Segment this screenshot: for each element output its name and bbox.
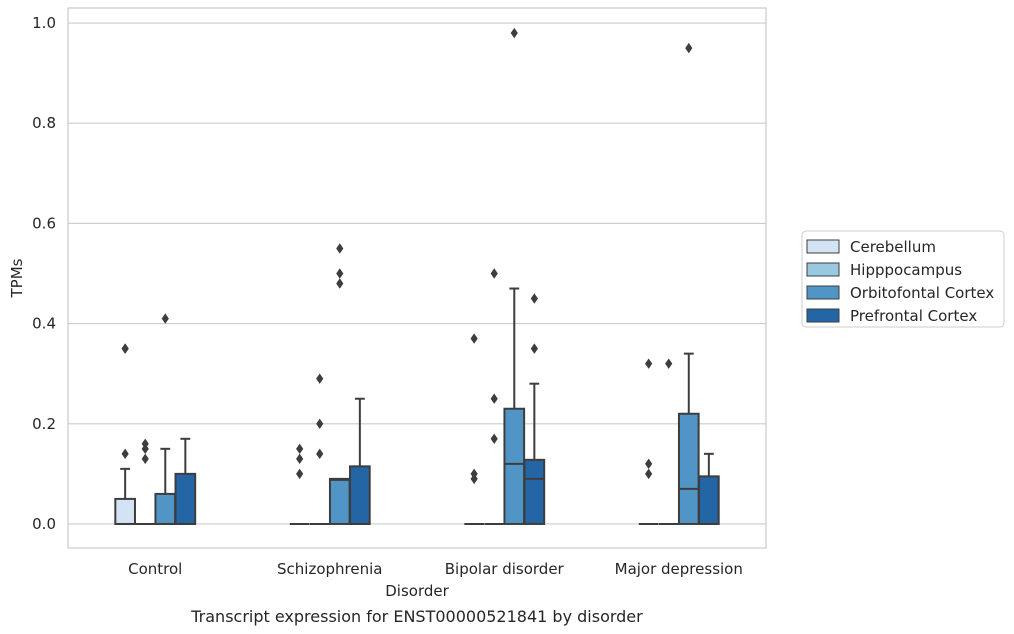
box-group bbox=[309, 373, 330, 525]
outlier-point bbox=[530, 343, 538, 354]
y-axis-label: TPMs bbox=[8, 258, 26, 298]
outlier-group bbox=[470, 333, 478, 344]
box-group bbox=[658, 358, 679, 525]
outlier-point bbox=[530, 293, 538, 304]
box-group bbox=[349, 397, 371, 525]
outlier-point bbox=[316, 418, 324, 429]
outlier-group bbox=[296, 453, 304, 465]
outlier-group bbox=[645, 458, 653, 470]
outlier-group bbox=[296, 468, 304, 480]
outlier-point bbox=[645, 458, 653, 470]
y-tick-label: 0.6 bbox=[32, 214, 56, 232]
outlier-point bbox=[490, 433, 498, 444]
box-rect bbox=[114, 497, 136, 525]
box-rect bbox=[698, 475, 720, 525]
outlier-point bbox=[645, 468, 653, 480]
box-rect bbox=[523, 458, 546, 525]
outlier-point bbox=[316, 373, 324, 384]
x-tick-label: Schizophrenia bbox=[277, 560, 382, 578]
outlier-group bbox=[645, 358, 653, 369]
x-tick-label: Control bbox=[128, 560, 182, 578]
y-tick-label: 1.0 bbox=[32, 14, 56, 32]
legend-swatch bbox=[806, 285, 840, 300]
legend-label: Orbitofontal Cortex bbox=[850, 284, 994, 302]
outlier-point bbox=[296, 468, 304, 480]
outlier-point bbox=[490, 268, 498, 279]
outlier-point bbox=[470, 333, 478, 344]
y-tick-label: 0.2 bbox=[32, 415, 56, 433]
legend-label: Cerebellum bbox=[850, 238, 936, 256]
box-rect bbox=[154, 492, 177, 525]
box-rect bbox=[349, 465, 371, 525]
outlier-point bbox=[141, 453, 149, 465]
legend-swatch bbox=[806, 239, 840, 254]
outlier-point bbox=[645, 358, 653, 369]
box-group bbox=[174, 437, 197, 525]
box-group bbox=[698, 452, 720, 525]
outlier-group bbox=[121, 343, 129, 354]
box-rect bbox=[677, 412, 700, 525]
box-group bbox=[328, 243, 351, 525]
outlier-point bbox=[490, 393, 498, 404]
outlier-point bbox=[470, 468, 478, 480]
outlier-group bbox=[645, 468, 653, 480]
plot-frame bbox=[67, 7, 767, 549]
y-tick-label: 0.8 bbox=[32, 114, 56, 132]
outlier-point bbox=[665, 358, 673, 369]
grid-lines bbox=[68, 22, 766, 525]
y-tick-label: 0.4 bbox=[32, 315, 56, 333]
legend-frame bbox=[801, 230, 1005, 328]
outlier-point bbox=[121, 343, 129, 354]
chart-caption: Transcript expression for ENST0000052184… bbox=[190, 607, 643, 626]
box-group bbox=[484, 268, 505, 525]
box-group bbox=[503, 27, 526, 525]
outlier-point bbox=[685, 42, 693, 54]
box-group bbox=[135, 438, 156, 525]
outlier-point bbox=[510, 27, 518, 39]
outlier-point bbox=[161, 313, 169, 324]
box-plot-marks bbox=[114, 27, 720, 525]
x-axis-label: Disorder bbox=[385, 582, 449, 600]
outlier-point bbox=[296, 453, 304, 465]
box-rect bbox=[503, 407, 526, 525]
x-tick-label: Major depression bbox=[615, 560, 743, 578]
y-tick-labels: 0.0 0.2 0.4 0.6 0.8 1.0 bbox=[32, 14, 56, 533]
box-group bbox=[677, 42, 700, 525]
outlier-point bbox=[316, 448, 324, 460]
box-group bbox=[523, 293, 546, 525]
outlier-point bbox=[121, 448, 129, 460]
legend-label: Prefrontal Cortex bbox=[850, 307, 977, 325]
legend: Cerebellum Hipppocampus Orbitofontal Corte… bbox=[801, 230, 1005, 328]
legend-swatch bbox=[806, 262, 840, 277]
legend-label: Hipppocampus bbox=[850, 261, 962, 279]
x-tick-labels: Control Schizophrenia Bipolar disorder Majo… bbox=[128, 560, 743, 578]
box-group bbox=[114, 343, 136, 525]
y-tick-label: 0.0 bbox=[32, 515, 56, 533]
legend-swatch bbox=[806, 308, 840, 323]
outlier-point bbox=[336, 278, 344, 289]
outlier-point bbox=[336, 268, 344, 279]
outlier-point bbox=[141, 438, 149, 450]
box-group bbox=[154, 313, 177, 525]
outlier-point bbox=[296, 443, 304, 455]
outlier-group bbox=[296, 443, 304, 455]
box-rect bbox=[174, 472, 197, 525]
outlier-point bbox=[336, 243, 344, 254]
x-tick-label: Bipolar disorder bbox=[445, 560, 565, 578]
box-rect bbox=[328, 477, 351, 525]
outlier-group bbox=[470, 468, 478, 480]
